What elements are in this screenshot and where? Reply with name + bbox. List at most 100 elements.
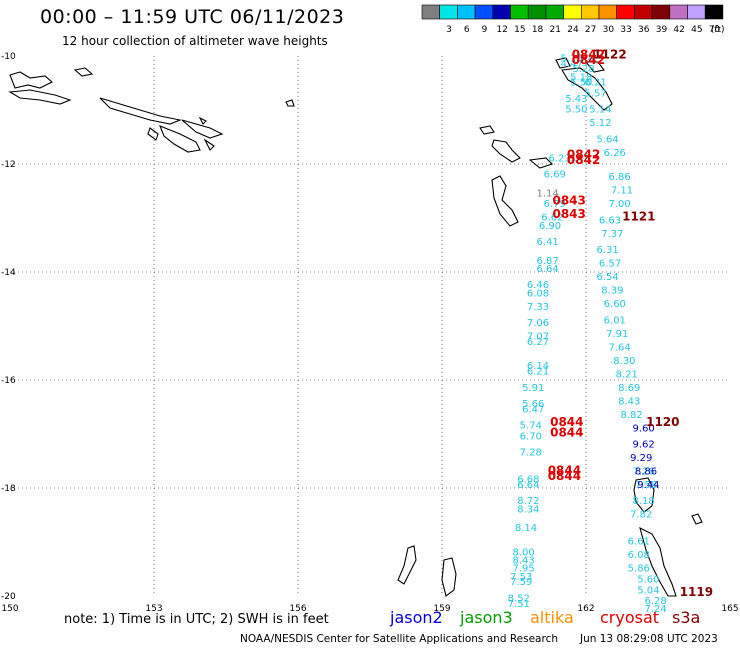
pass-time-label: 0842	[567, 153, 600, 167]
wave-height-label: 7.37	[601, 229, 623, 240]
wave-height-label: 8.14	[515, 523, 537, 534]
mission-label-jason3: jason3	[460, 608, 513, 627]
wave-height-label: 6.68	[517, 475, 539, 486]
wave-height-label: 6.60	[604, 299, 626, 310]
legend-tick-label: 9	[482, 25, 488, 35]
wave-height-label: 6.61	[628, 537, 650, 548]
x-tick-label: 165	[721, 604, 738, 614]
y-tick-label: -16	[1, 376, 16, 386]
mission-label-altika: altika	[530, 608, 574, 627]
wave-height-label: 6.54	[596, 272, 618, 283]
wave-height-label: 5.28	[572, 64, 594, 75]
wave-height-label: 5.43	[565, 94, 587, 105]
wave-height-label: 5.18	[570, 72, 592, 83]
wave-height-label: 5.04	[637, 585, 659, 596]
y-tick-label: -20	[1, 592, 16, 602]
wave-height-label: 8.86	[635, 467, 657, 478]
pass-time-label: 0842	[567, 148, 600, 162]
legend-tick-label: 3	[446, 25, 452, 35]
x-tick-label: 150	[1, 604, 18, 614]
mission-label-jason2: jason2	[390, 608, 443, 627]
wave-height-label: 8.43	[618, 396, 640, 407]
legend-tick-label: 27	[585, 25, 596, 35]
wave-height-label: 7.28	[520, 448, 542, 459]
page-title: 00:00 – 11:59 UTC 06/11/2023	[40, 6, 345, 28]
wave-height-label: 6.43	[568, 153, 590, 164]
wave-height-label: 6.28	[644, 596, 666, 607]
wave-height-label: 8.34	[517, 504, 539, 515]
wave-height-label: 6.14	[527, 361, 549, 372]
x-tick-label: 156	[289, 604, 306, 614]
legend-tick-label: 12	[496, 25, 507, 35]
legend-tick-label: 45	[691, 25, 702, 35]
wave-height-label: 7.82	[630, 510, 652, 521]
legend-tick-label: 70	[709, 25, 721, 35]
wave-height-label: 8.52	[508, 593, 530, 604]
legend-tick-label: 24	[567, 25, 579, 35]
wave-height-label: 5.74	[520, 421, 542, 432]
wave-height-label: 5.50	[565, 105, 587, 116]
wave-height-label: 6.79	[544, 199, 566, 210]
wave-height-label: 7.11	[611, 186, 633, 197]
wave-height-label: 8.39	[601, 286, 623, 297]
legend-tick-label: 18	[532, 25, 544, 35]
wave-height-label: 5.91	[522, 383, 544, 394]
lat-lon-grid	[10, 56, 730, 596]
wave-height-label: 7.06	[527, 318, 549, 329]
pass-time-label: 0844	[550, 426, 583, 440]
wave-height-label: 7.58	[635, 480, 657, 491]
x-tick-label: 153	[145, 604, 162, 614]
wave-height-label: 6.86	[608, 172, 630, 183]
pass-time-label: 0842	[572, 53, 605, 67]
legend-tick-label: 30	[603, 25, 615, 35]
color-scale-legend: 3 6 9 12 15 18 21 24 27 30 33 36 39 42 45 70(ft)	[421, 4, 725, 35]
pass-time-label: 0843	[552, 207, 585, 221]
wave-height-label: 8.82	[620, 410, 642, 421]
wave-height-label: 8.00	[512, 548, 534, 559]
wave-height-label: 6.31	[596, 245, 618, 256]
pass-time-label: 1120	[646, 415, 679, 429]
wave-height-label: 1.14	[536, 188, 558, 199]
wave-height-label: 6.64	[517, 480, 539, 491]
legend-swatch	[704, 4, 724, 20]
wave-height-label: 6.08	[628, 550, 650, 561]
wave-height-label: 6.70	[520, 431, 542, 442]
wave-height-label: 6.26	[604, 148, 626, 159]
legend-tick-label: 36	[638, 25, 650, 35]
x-tick-label: 162	[577, 604, 594, 614]
wave-height-label: 7.59	[510, 577, 532, 588]
pass-time-label: 0844	[550, 415, 583, 429]
pass-time-label: 1121	[622, 210, 655, 224]
wave-height-label: 7.24	[644, 604, 666, 615]
wave-height-label: 7.91	[606, 329, 628, 340]
wave-height-label: 7.00	[608, 199, 630, 210]
mission-label-s3a: s3a	[672, 608, 701, 627]
pass-time-label: 0842	[572, 48, 605, 62]
wave-height-label: 9.29	[630, 453, 652, 464]
wave-height-label: 7.51	[508, 599, 530, 610]
wave-height-label: 5.86	[628, 564, 650, 575]
y-tick-label: -10	[1, 52, 16, 62]
legend-tick-label: 33	[620, 25, 631, 35]
legend-unit: (ft)	[711, 25, 725, 35]
wave-height-label: 7.64	[608, 342, 630, 353]
wave-height-label: 5.15	[560, 53, 582, 64]
wave-height-label: 5.64	[596, 134, 618, 145]
wave-height-label: 5.50	[570, 78, 592, 89]
wave-height-label: 6.08	[527, 288, 549, 299]
wave-height-label: 8.72	[517, 496, 539, 507]
wave-height-label: 8.43	[512, 556, 534, 567]
footer-note: note: 1) Time is in UTC; 2) SWH is in fe…	[64, 612, 329, 627]
wave-height-label: 5.60	[637, 575, 659, 586]
pass-time-label: 0844	[548, 469, 581, 483]
pass-time-label: 0843	[552, 194, 585, 208]
wave-height-label: 4.47	[560, 59, 582, 70]
wave-height-label: 6.01	[604, 315, 626, 326]
wave-height-label: 6.23	[548, 153, 570, 164]
page-subtitle: 12 hour collection of altimeter wave hei…	[62, 34, 328, 48]
wave-height-label: 6.21	[527, 367, 549, 378]
wave-height-label: 8.69	[618, 383, 640, 394]
wave-height-label: 9.60	[632, 423, 654, 434]
wave-height-label: 8.21	[616, 369, 638, 380]
